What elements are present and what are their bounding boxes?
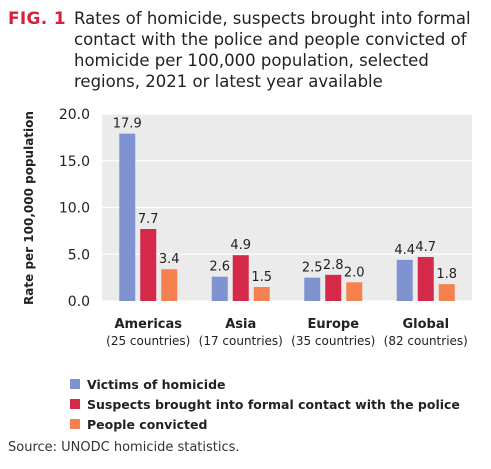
bar (438, 284, 455, 301)
bar (253, 286, 270, 301)
chart-title: Rates of homicide, suspects brought into… (74, 9, 471, 91)
bar-value-label: 1.5 (251, 270, 272, 285)
category-sublabel: (17 countries) (199, 334, 283, 348)
y-tick-label: 5.0 (68, 247, 90, 263)
y-axis-ticks: 0.0 5.0 10.0 15.0 20.0 (59, 107, 90, 310)
bar (304, 277, 321, 301)
legend-label-victims: Victims of homicide (87, 376, 226, 392)
bar-value-label: 2.5 (302, 261, 323, 276)
legend-item-suspects: Suspects brought into formal contact wit… (70, 394, 460, 414)
bar (346, 282, 363, 301)
bar-value-label: 17.9 (113, 117, 142, 132)
bar-value-label: 2.6 (209, 260, 230, 275)
legend-swatch-convicted (70, 419, 80, 429)
category-sublabel: (82 countries) (384, 334, 468, 348)
bar (140, 229, 157, 301)
legend: Victims of homicide Suspects brought int… (70, 374, 460, 434)
bar (325, 274, 342, 301)
bar-value-label: 7.7 (138, 212, 159, 227)
y-tick-label: 0.0 (68, 294, 90, 310)
y-tick-label: 10.0 (59, 201, 90, 217)
legend-swatch-suspects (70, 399, 80, 409)
legend-swatch-victims (70, 379, 80, 389)
category-label: Asia (225, 317, 256, 332)
category-sublabel: (35 countries) (291, 334, 375, 348)
bar-value-label: 4.9 (230, 238, 251, 253)
legend-item-victims: Victims of homicide (70, 374, 460, 394)
bar-value-label: 4.4 (394, 243, 415, 258)
bar-value-label: 3.4 (159, 252, 180, 267)
legend-item-convicted: People convicted (70, 414, 460, 434)
bars (119, 133, 455, 301)
bar-value-label: 2.0 (344, 265, 365, 280)
bar-value-label: 4.7 (415, 240, 436, 255)
figure-label: FIG. 1 (8, 9, 66, 29)
category-label: Americas (114, 317, 182, 332)
y-tick-label: 15.0 (59, 154, 90, 170)
bar (417, 257, 434, 301)
bar-chart: 0.0 5.0 10.0 15.0 20.0 Rate per 100,000 popu… (22, 107, 472, 348)
source-note: Source: UNODC homicide statistics. (8, 440, 240, 455)
bar-value-label: 2.8 (323, 258, 344, 273)
bar (232, 255, 249, 301)
legend-label-convicted: People convicted (87, 416, 208, 432)
bar-value-labels: 17.9 7.7 3.4 2.64.9 1.5 2.5 2.8 2.0 4.4 4.71.8 (113, 117, 457, 285)
y-axis-label: Rate per 100,000 population (22, 111, 36, 305)
bar (161, 269, 178, 301)
bar (119, 133, 136, 301)
gridlines (102, 113, 472, 302)
y-tick-label: 20.0 (59, 107, 90, 123)
category-label: Global (402, 317, 449, 332)
legend-label-suspects: Suspects brought into formal contact wit… (87, 396, 460, 412)
category-sublabel: (25 countries) (106, 334, 190, 348)
bar (211, 276, 228, 301)
category-label: Europe (307, 317, 359, 332)
x-axis-labels: Americas (25 countries) Asia (17 countries)… (106, 317, 468, 348)
bar (396, 259, 413, 301)
bar-value-label: 1.8 (436, 267, 457, 282)
